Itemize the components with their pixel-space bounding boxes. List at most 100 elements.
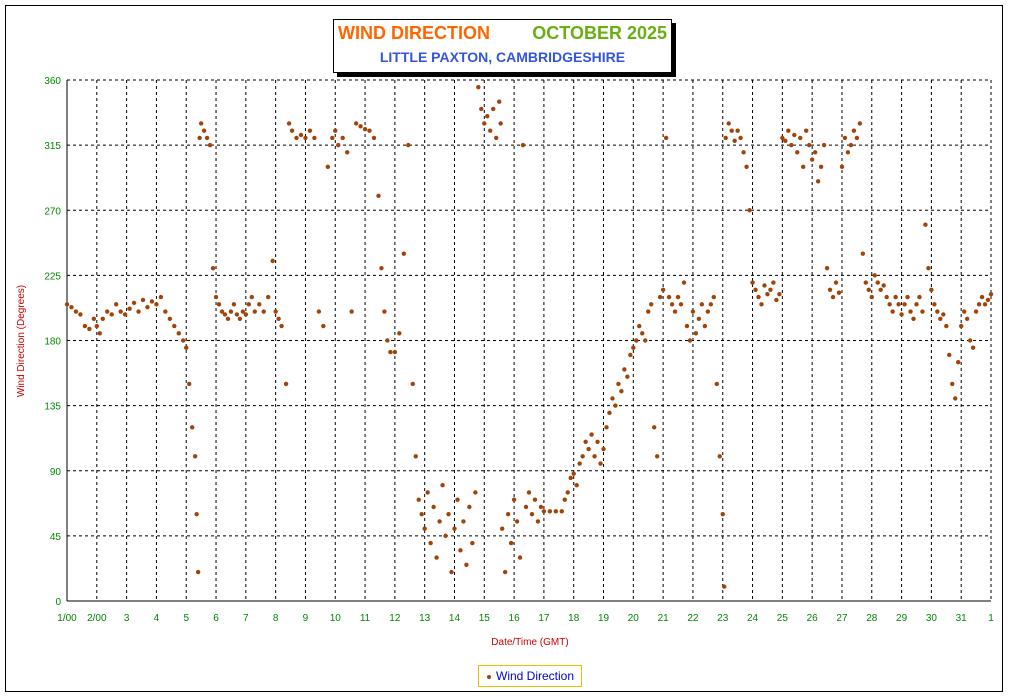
data-point [145,305,150,310]
data-point [622,367,627,372]
data-point [571,471,576,476]
data-point [842,135,848,141]
x-tick-label: 25 [777,613,789,624]
data-point [577,461,582,466]
data-point [82,323,88,329]
data-point [932,302,937,307]
data-point [726,121,731,126]
y-tick-label: 225 [44,271,61,282]
data-point [598,461,603,466]
x-tick-label: 6 [213,613,219,624]
data-point [149,299,155,304]
data-point [494,135,499,141]
data-point [678,302,684,307]
data-point [197,135,202,141]
data-point [252,309,257,314]
data-point [464,562,469,568]
data-point [204,135,210,141]
data-point [690,309,696,314]
x-tick-label: 3 [124,613,130,624]
y-tick-label: 315 [44,141,61,152]
data-point [830,294,836,300]
data-point [711,294,716,300]
data-point [836,290,842,295]
data-point [136,309,141,314]
data-point [397,331,402,336]
x-tick-label: 21 [658,613,670,624]
data-point [316,309,322,314]
data-point [967,338,973,343]
data-point [848,142,854,148]
data-point [586,446,591,452]
x-tick-label: 30 [926,613,938,624]
data-point [979,294,985,300]
data-point [131,300,137,306]
data-point [376,193,381,198]
data-point [140,297,146,303]
data-point [795,150,800,155]
data-point [237,316,243,321]
data-point [526,490,532,495]
x-tick-label: 24 [747,613,759,624]
data-point [502,569,508,575]
data-point [362,127,368,132]
data-point [654,454,660,459]
data-point [756,294,761,300]
data-point [455,497,460,502]
data-point [222,312,228,317]
data-point [872,273,877,278]
data-point [595,439,600,445]
x-tick-label: 8 [273,613,279,624]
data-point [198,121,204,126]
y-tick-label: 90 [50,467,62,478]
data-point [340,135,345,141]
data-point [382,309,387,314]
data-point [73,309,79,314]
data-point [303,135,308,141]
data-point [705,309,711,314]
x-tick-label: 14 [449,613,461,624]
data-point [406,142,411,148]
data-point [349,309,354,314]
data-point [520,142,526,148]
data-point [607,410,612,416]
data-point [663,135,669,141]
data-point [298,132,304,138]
data-point [488,128,493,133]
data-point [100,316,105,321]
data-point [634,338,639,343]
data-point [735,128,740,133]
data-point [547,509,553,514]
x-tick-label: 7 [243,613,249,624]
data-point [806,142,812,148]
data-point [498,121,503,126]
x-tick-label: 1/00 [57,613,77,624]
data-point [601,446,606,452]
data-point [195,569,201,575]
x-tick-label: 4 [154,613,160,624]
x-tick-labels: 1/00 2/00 3 4 5 6 7 8 9 10 11 12 13 14 15 16 17 18 19 20 21 2… [57,613,994,624]
data-point [669,302,675,307]
data-point [777,291,782,297]
data-point [723,135,728,141]
data-point [729,128,734,133]
data-point [416,497,421,502]
data-point [809,157,815,162]
data-point [213,294,219,300]
data-point [419,511,424,517]
data-point [559,509,564,514]
data-point [336,142,341,148]
data-point [496,99,502,104]
data-point [619,388,624,394]
data-point [789,142,794,148]
data-point [249,294,254,300]
x-axis-label: Date/Time (GMT) [491,637,568,648]
data-point [422,526,427,531]
data-point [109,312,114,317]
data-point [476,85,481,90]
data-point [747,208,752,213]
data-point [568,475,573,481]
data-point [687,338,693,343]
data-point [768,287,773,293]
data-point [553,509,559,514]
